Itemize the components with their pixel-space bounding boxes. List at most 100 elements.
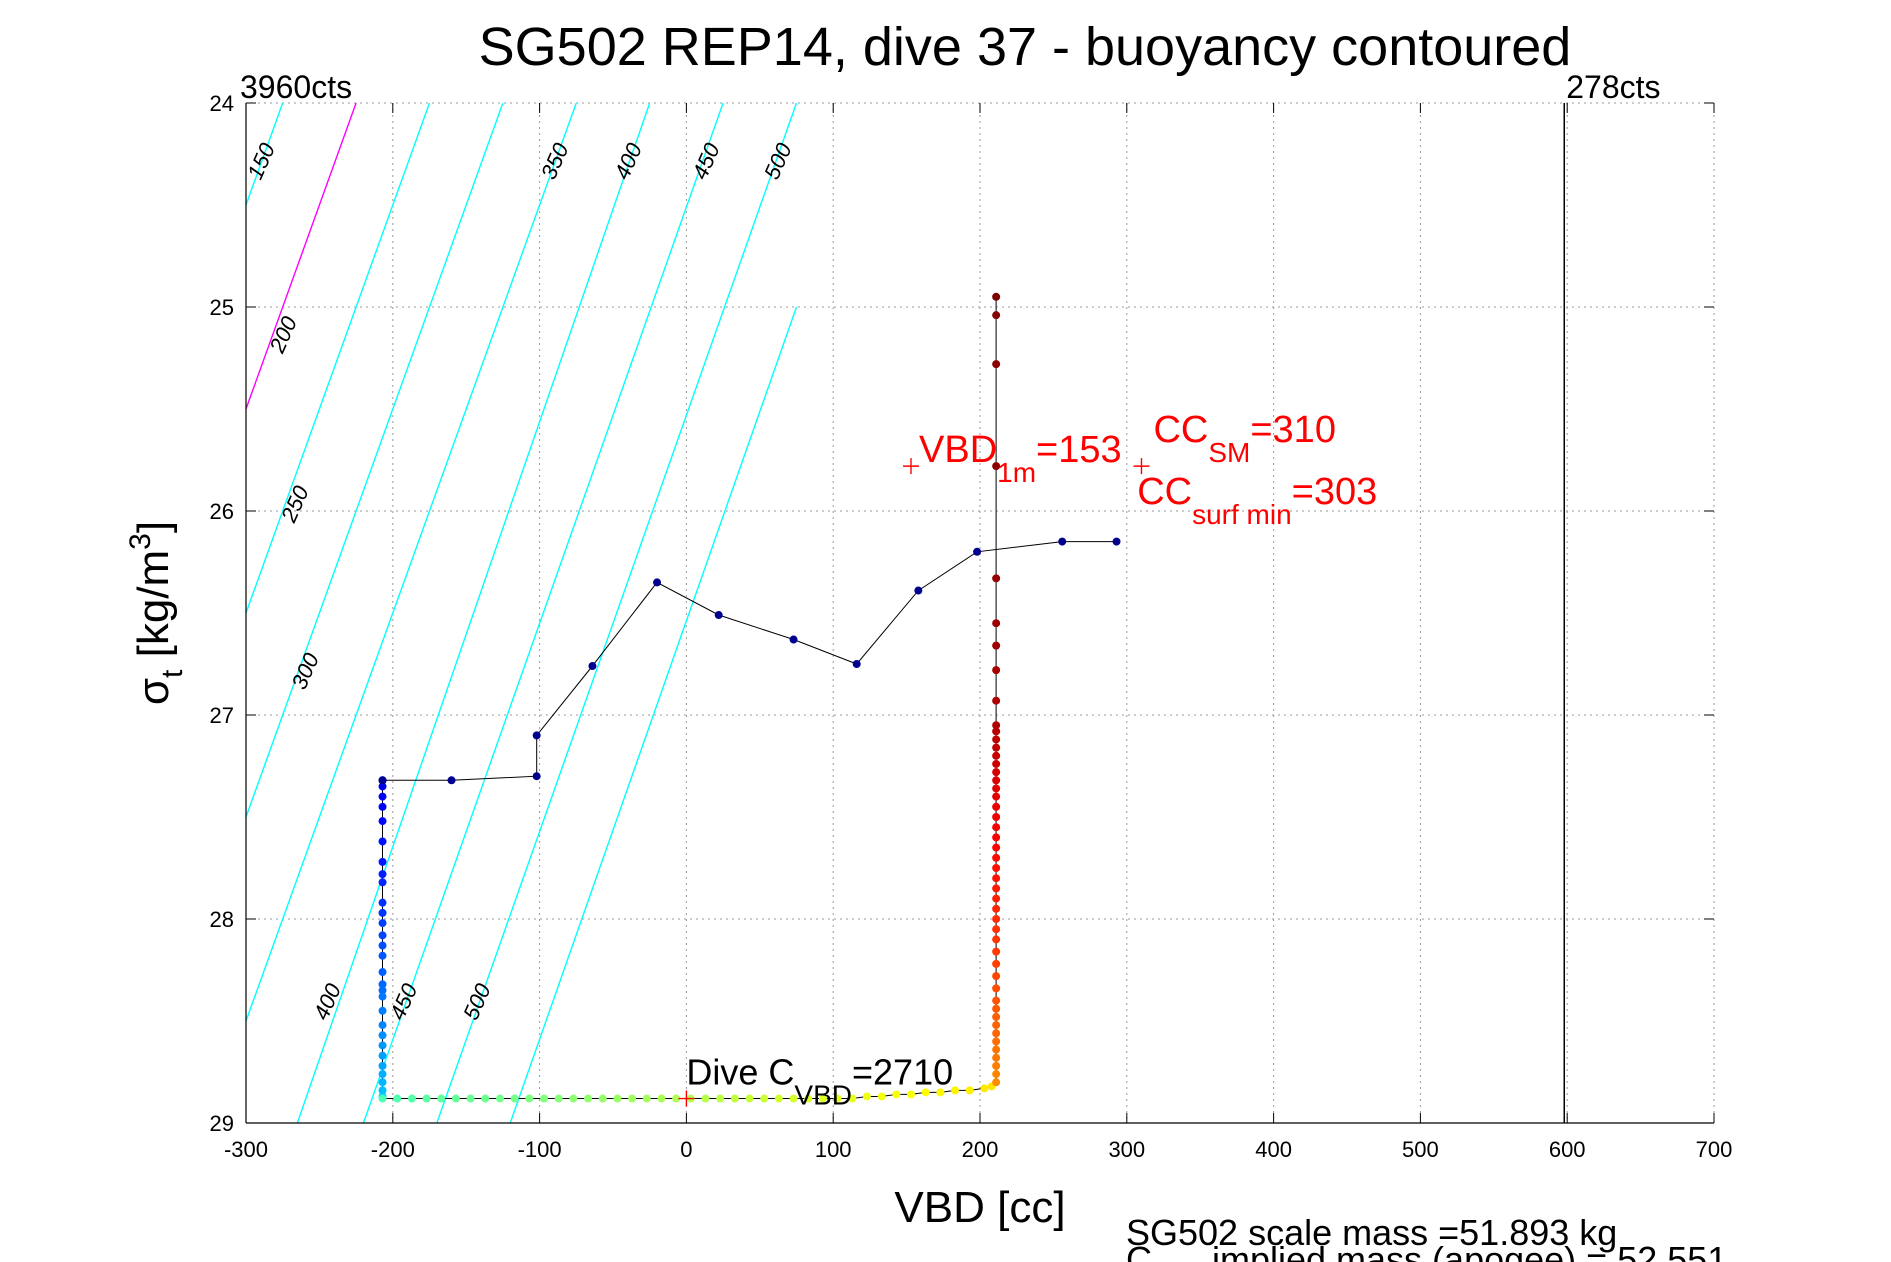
y-tick-label: 25: [210, 295, 234, 320]
bottom-point: [393, 1094, 402, 1103]
chart-title: SG502 REP14, dive 37 - buoyancy contoure…: [479, 17, 1572, 77]
dive-point: [378, 986, 387, 995]
bottom-point: [613, 1094, 622, 1103]
climb-point: [992, 462, 1001, 471]
climb-point: [992, 1078, 1001, 1087]
data-series: [378, 103, 1566, 1123]
surface-point: [653, 578, 662, 587]
climb-point: [992, 696, 1001, 705]
bottom-point: [672, 1094, 681, 1103]
bottom-point: [525, 1094, 534, 1103]
climb-point: [992, 1004, 1001, 1013]
dive-point: [378, 919, 387, 928]
dive-point: [378, 792, 387, 801]
x-tick-label: 700: [1696, 1137, 1733, 1162]
contour-label: 400: [308, 979, 346, 1023]
y-label-main: [kg/m: [129, 550, 178, 670]
bottom-point: [730, 1094, 739, 1103]
bottom-point: [907, 1090, 916, 1099]
dive-point: [378, 1086, 387, 1095]
dive-point: [378, 802, 387, 811]
dive-point: [378, 1041, 387, 1050]
bottom-point: [818, 1094, 827, 1103]
bottom-point: [877, 1092, 886, 1101]
contour-label: 350: [536, 139, 574, 183]
bottom-point: [510, 1094, 519, 1103]
surface-point: [973, 547, 982, 556]
bottom-point: [554, 1094, 563, 1103]
climb-point: [992, 784, 1001, 793]
bottom-point: [584, 1094, 593, 1103]
climb-point: [992, 959, 1001, 968]
x-tick-label: 0: [680, 1137, 692, 1162]
dive-cvbd-sub: VBD: [794, 1080, 852, 1111]
contour-label: 500: [458, 979, 496, 1023]
bottom-point: [701, 1094, 710, 1103]
climb-point: [992, 904, 1001, 913]
dive-point: [378, 941, 387, 950]
contour-line: [509, 306, 798, 1123]
dive-point: [378, 782, 387, 791]
bottom-point: [921, 1088, 930, 1097]
surface-point: [532, 772, 541, 781]
bottom-point: [495, 1094, 504, 1103]
dive-cvbd-main: Dive C: [686, 1052, 794, 1093]
contour-label: 200: [264, 312, 302, 357]
bottom-point: [628, 1094, 637, 1103]
contour-label: 300: [286, 649, 324, 693]
climb-point: [992, 853, 1001, 862]
climb-point: [992, 874, 1001, 883]
surface-line: [382, 541, 1117, 781]
cc-sm-label: CCSM=310: [1153, 409, 1335, 468]
x-tick-label: 200: [962, 1137, 999, 1162]
bottom-point: [437, 1094, 446, 1103]
vbd-1m-rest: =153: [1036, 429, 1122, 471]
climb-point: [992, 574, 1001, 583]
x-tick-label: -100: [518, 1137, 562, 1162]
climb-point: [992, 721, 1001, 730]
surface-point: [1058, 537, 1067, 546]
climb-point: [992, 864, 1001, 872]
climb-point: [992, 792, 1001, 801]
dive-point: [378, 817, 387, 826]
climb-point: [992, 925, 1001, 934]
vbd-1m-main: VBD: [919, 429, 997, 471]
bottom-point: [804, 1094, 813, 1103]
dive-point: [378, 898, 387, 907]
bottom-point: [833, 1094, 842, 1103]
surface-point: [789, 635, 798, 644]
contour-line: [246, 103, 431, 614]
dive-point: [378, 1070, 387, 1079]
y-tick-label: 27: [210, 703, 234, 728]
surface-point: [852, 660, 861, 668]
surface-point: [588, 662, 597, 671]
climb-point: [992, 1037, 1001, 1046]
cc-surf-min-label: CCsurf min=303: [1137, 471, 1377, 530]
dive-point: [378, 1031, 387, 1040]
dive-point: [378, 857, 387, 866]
climb-point: [992, 727, 1001, 736]
y-label-sub: t: [156, 669, 189, 678]
contour-label: 400: [609, 139, 647, 183]
y-label-close: ]: [129, 521, 178, 533]
bottom-point: [642, 1094, 651, 1103]
bottom-point: [892, 1090, 901, 1099]
climb-point: [992, 915, 1001, 923]
contour-line: [296, 103, 651, 1123]
bottom-point: [980, 1084, 989, 1093]
bottom-point: [789, 1094, 798, 1103]
contour-line: [436, 103, 798, 1123]
buoyancy-contours: 150 200 250 300 350 400 450 500 400 450 500: [246, 103, 798, 1123]
bottom-point: [422, 1094, 431, 1103]
contour-label: 450: [687, 139, 725, 183]
profile-line: [382, 296, 997, 1099]
footer-implied-rest: implied mass (apogee) = 52.551: [1212, 1239, 1727, 1262]
dive-point: [378, 1051, 387, 1060]
cc-sm-main: CC: [1153, 409, 1208, 451]
climb-point: [992, 1021, 1001, 1030]
bottom-point: [745, 1094, 754, 1103]
dive-point: [378, 878, 387, 887]
contour-line: [246, 103, 504, 818]
cc-sm-rest: =310: [1250, 409, 1336, 451]
